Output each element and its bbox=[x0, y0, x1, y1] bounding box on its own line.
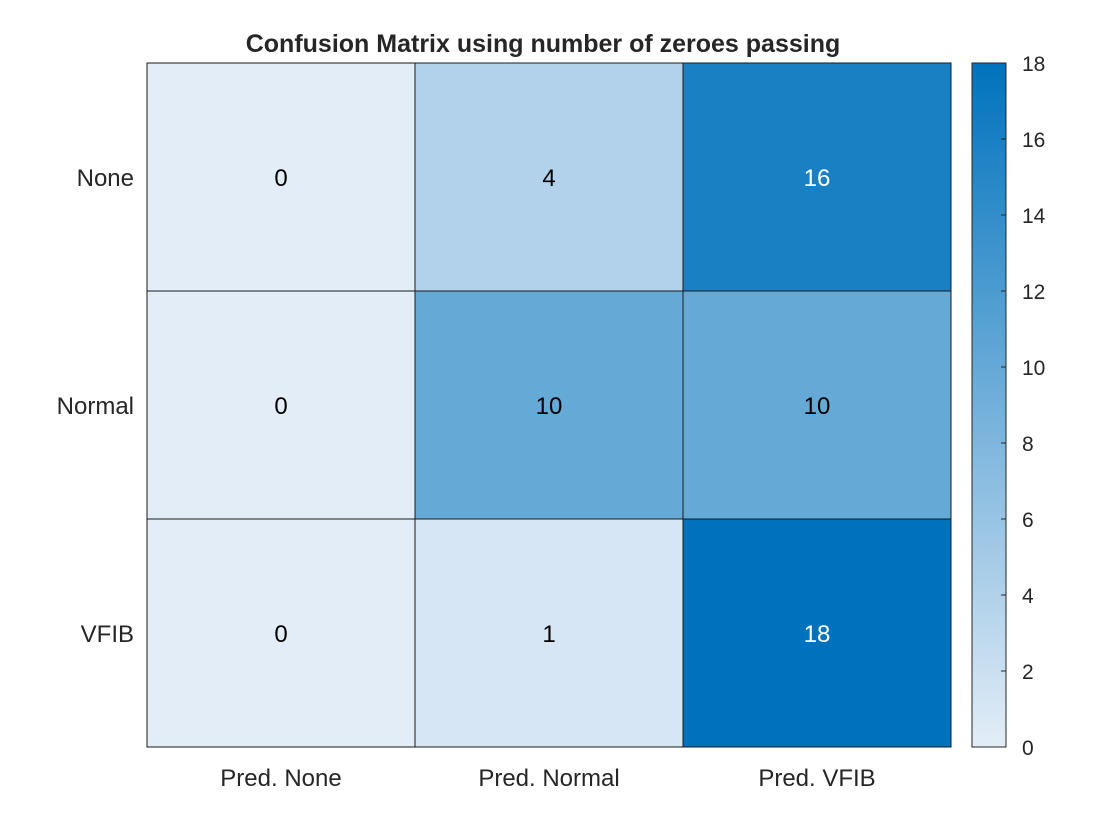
cell-value-label: 0 bbox=[274, 165, 287, 192]
cell-value-label: 10 bbox=[536, 393, 563, 420]
colorbar: 0 2 4 6 8 10 12 14 16 18 bbox=[971, 53, 1046, 760]
y-tick-label: None bbox=[77, 165, 134, 192]
heatmap-cells: 0 4 16 0 10 10 0 1 18 bbox=[146, 62, 952, 748]
cell-value-label: 10 bbox=[804, 393, 831, 420]
x-tick-label: Pred. VFIB bbox=[758, 765, 875, 792]
y-tick-label: Normal bbox=[57, 393, 134, 420]
cell-value-label: 4 bbox=[542, 165, 555, 192]
chart-title: Confusion Matrix using number of zeroes … bbox=[246, 30, 841, 58]
cell-value-label: 0 bbox=[274, 393, 287, 420]
x-tick-label: Pred. Normal bbox=[478, 765, 619, 792]
cell-value-label: 1 bbox=[542, 621, 555, 648]
heatmap-cell bbox=[414, 290, 684, 520]
cell-value-label: 18 bbox=[804, 621, 831, 648]
heatmap-cell bbox=[146, 290, 416, 520]
x-tick-labels: Pred. None Pred. Normal Pred. VFIB bbox=[220, 765, 875, 792]
colorbar-tick-label: 12 bbox=[1022, 281, 1045, 304]
colorbar-tick-label: 4 bbox=[1022, 585, 1034, 608]
y-tick-labels: None Normal VFIB bbox=[57, 165, 134, 648]
heatmap-cell bbox=[146, 518, 416, 748]
cell-value-label: 16 bbox=[804, 165, 831, 192]
heatmap-cell bbox=[146, 62, 416, 292]
heatmap-cell bbox=[414, 62, 684, 292]
heatmap-cell bbox=[682, 290, 952, 520]
cell-value-label: 0 bbox=[274, 621, 287, 648]
heatmap-cell bbox=[414, 518, 684, 748]
colorbar-gradient bbox=[971, 62, 1007, 748]
colorbar-tick-label: 18 bbox=[1022, 53, 1045, 76]
colorbar-tick-label: 8 bbox=[1022, 433, 1034, 456]
heatmap-cell bbox=[682, 518, 952, 748]
colorbar-tick-label: 16 bbox=[1022, 129, 1045, 152]
y-tick-label: VFIB bbox=[81, 621, 134, 648]
heatmap-cell bbox=[682, 62, 952, 292]
colorbar-tick-label: 0 bbox=[1022, 737, 1034, 760]
colorbar-tick-label: 6 bbox=[1022, 509, 1034, 532]
colorbar-tick-label: 2 bbox=[1022, 661, 1034, 684]
x-tick-label: Pred. None bbox=[220, 765, 341, 792]
colorbar-tick-label: 14 bbox=[1022, 205, 1046, 228]
colorbar-tick-label: 10 bbox=[1022, 357, 1045, 380]
